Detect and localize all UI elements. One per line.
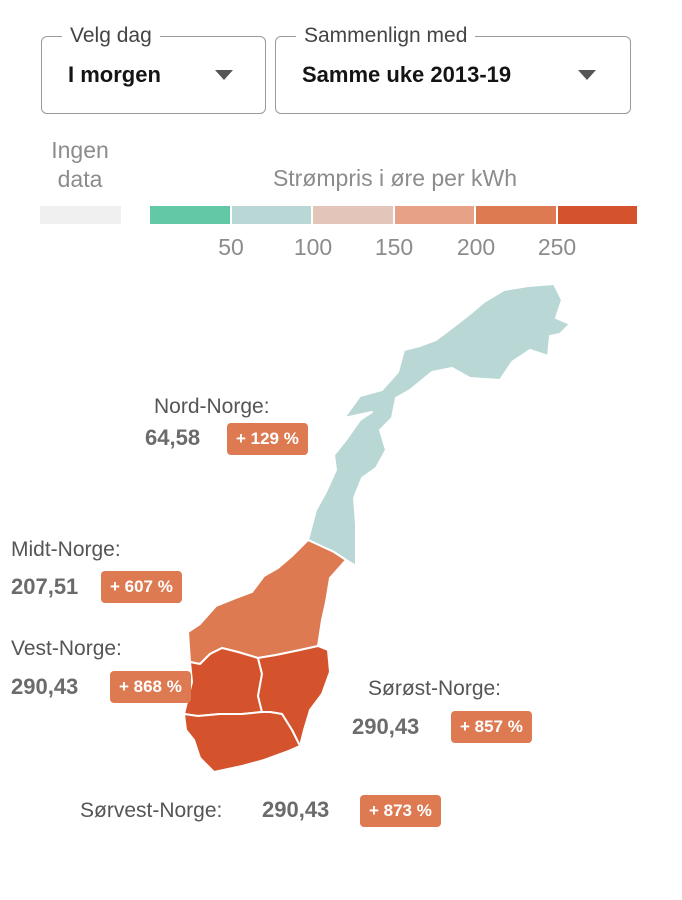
price-scale-title: Strømpris i øre per kWh [272, 165, 518, 191]
region-nord-norge[interactable] [307, 283, 571, 567]
region-change-badge-nord-norge: + 129 % [227, 423, 308, 455]
scale-swatch-4 [394, 206, 474, 224]
region-label-nord-norge: Nord-Norge: [154, 395, 270, 418]
compare-select[interactable]: Sammenlign med Samme uke 2013-19 [275, 23, 631, 114]
region-price-vest-norge: 290,43 [11, 674, 79, 699]
scale-tick-250: 250 [537, 234, 577, 260]
region-price-midt-norge: 207,51 [11, 574, 79, 599]
region-price-nord-norge: 64,58 [145, 425, 201, 450]
region-change-badge-vest-norge: + 868 % [110, 671, 191, 703]
day-select-value: I morgen [68, 62, 161, 87]
region-change-badge-sorost-norge: + 857 % [451, 711, 532, 743]
region-label-midt-norge: Midt-Norge: [11, 538, 121, 561]
day-select-legend: Velg dag [62, 23, 160, 49]
region-label-sorost-norge: Sørøst-Norge: [368, 677, 502, 700]
scale-tick-200: 200 [456, 234, 496, 260]
region-price-sorost-norge: 290,43 [352, 714, 420, 739]
region-midt-norge[interactable] [187, 539, 347, 665]
region-sorost-norge[interactable] [257, 645, 331, 747]
scale-swatch-1 [150, 206, 230, 224]
day-select[interactable]: Velg dag I morgen [41, 23, 266, 114]
compare-select-legend: Sammenlign med [296, 23, 476, 49]
norway-price-map [183, 283, 571, 773]
region-price-sorvest-norge: 290,43 [262, 797, 330, 822]
no-data-label: Ingen data [51, 137, 109, 192]
region-label-vest-norge: Vest-Norge: [11, 637, 122, 660]
scale-swatch-2 [231, 206, 311, 224]
chevron-down-icon [578, 70, 596, 80]
region-sorvest-norge[interactable] [183, 711, 301, 773]
scale-tick-50: 50 [218, 234, 244, 260]
scale-tick-150: 150 [374, 234, 414, 260]
region-change-badge-midt-norge: + 607 % [101, 571, 182, 603]
scale-tick-100: 100 [293, 234, 333, 260]
chevron-down-icon [215, 70, 233, 80]
region-change-badge-sorvest-norge: + 873 % [360, 795, 441, 827]
no-data-swatch [40, 206, 121, 224]
scale-swatch-3 [313, 206, 393, 224]
compare-select-value: Samme uke 2013-19 [302, 62, 512, 87]
scale-swatch-5 [476, 206, 556, 224]
region-label-sorvest-norge: Sørvest-Norge: [80, 799, 223, 822]
scale-swatch-6 [557, 206, 637, 224]
